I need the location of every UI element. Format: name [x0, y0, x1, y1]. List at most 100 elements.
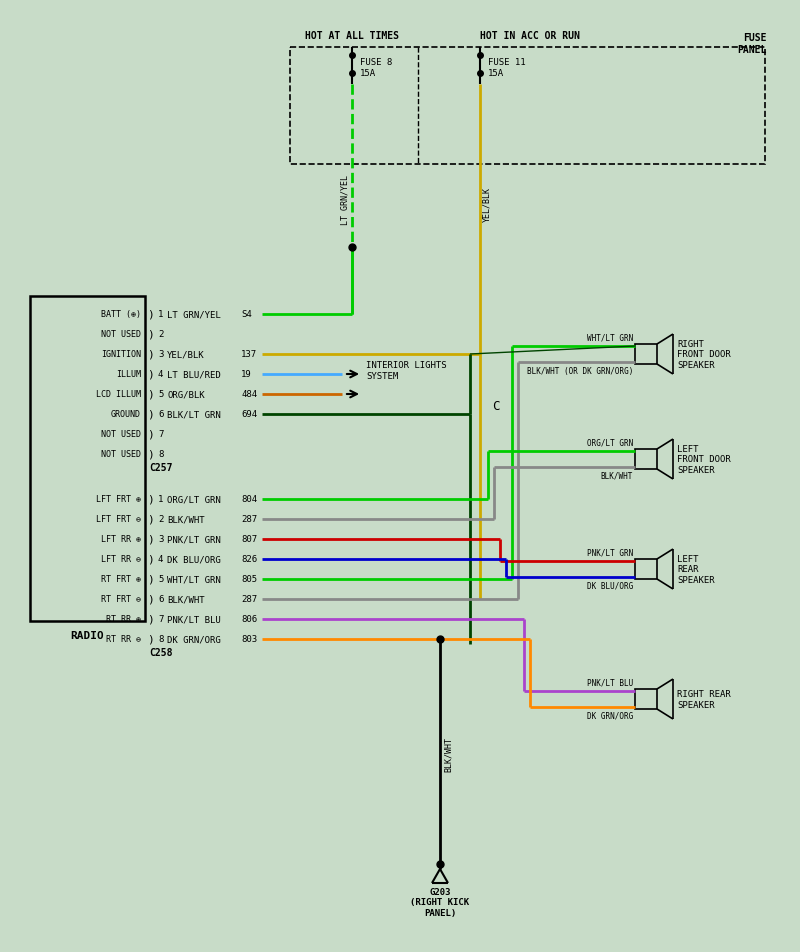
Text: 826: 826 — [241, 555, 257, 564]
Text: S4: S4 — [241, 310, 252, 319]
Bar — [635, 449, 657, 469]
Text: WHT/LT GRN: WHT/LT GRN — [586, 333, 633, 343]
Text: BLK/WHT (OR DK GRN/ORG): BLK/WHT (OR DK GRN/ORG) — [526, 367, 633, 376]
Text: ): ) — [147, 309, 154, 320]
Text: RT RR ⊖: RT RR ⊖ — [106, 635, 141, 644]
Text: NOT USED: NOT USED — [101, 450, 141, 459]
Text: INTERIOR LIGHTS
SYSTEM: INTERIOR LIGHTS SYSTEM — [366, 361, 446, 380]
Text: ): ) — [147, 329, 154, 340]
Text: YEL/BLK: YEL/BLK — [482, 188, 491, 222]
Text: G203
(RIGHT KICK
PANEL): G203 (RIGHT KICK PANEL) — [410, 887, 470, 917]
Text: 2: 2 — [158, 515, 163, 524]
Text: ): ) — [147, 634, 154, 645]
Text: PNK/LT GRN: PNK/LT GRN — [586, 548, 633, 558]
Text: 287: 287 — [241, 515, 257, 524]
Text: DK GRN/ORG: DK GRN/ORG — [167, 635, 221, 644]
Text: RADIO: RADIO — [70, 630, 104, 641]
Text: DK BLU/ORG: DK BLU/ORG — [167, 555, 221, 564]
Text: 5: 5 — [158, 575, 163, 584]
Text: ): ) — [147, 369, 154, 380]
Text: BLK/LT GRN: BLK/LT GRN — [167, 410, 221, 419]
Text: C257: C257 — [149, 463, 173, 472]
Text: DK BLU/ORG: DK BLU/ORG — [586, 582, 633, 590]
Text: 807: 807 — [241, 535, 257, 544]
Text: 7: 7 — [158, 430, 163, 439]
Text: 4: 4 — [158, 555, 163, 564]
Text: LCD ILLUM: LCD ILLUM — [96, 390, 141, 399]
Text: LEFT
REAR
SPEAKER: LEFT REAR SPEAKER — [677, 554, 714, 585]
Text: 137: 137 — [241, 350, 257, 359]
Text: 484: 484 — [241, 390, 257, 399]
Text: RT RR ⊕: RT RR ⊕ — [106, 615, 141, 624]
Text: ORG/LT GRN: ORG/LT GRN — [167, 495, 221, 504]
Text: ORG/LT GRN: ORG/LT GRN — [586, 439, 633, 447]
Text: RIGHT
FRONT DOOR
SPEAKER: RIGHT FRONT DOOR SPEAKER — [677, 340, 730, 369]
Text: FUSE 8
15A: FUSE 8 15A — [360, 58, 392, 78]
Text: ): ) — [147, 574, 154, 585]
Text: RT FRT ⊖: RT FRT ⊖ — [101, 595, 141, 604]
Text: FUSE
PANEL: FUSE PANEL — [738, 33, 767, 55]
Text: HOT AT ALL TIMES: HOT AT ALL TIMES — [305, 31, 399, 41]
Text: LFT FRT ⊖: LFT FRT ⊖ — [96, 515, 141, 524]
Text: ): ) — [147, 349, 154, 360]
Text: ): ) — [147, 554, 154, 565]
Text: 6: 6 — [158, 410, 163, 419]
Text: ): ) — [147, 409, 154, 420]
Text: PNK/LT GRN: PNK/LT GRN — [167, 535, 221, 544]
Text: 1: 1 — [158, 310, 163, 319]
Text: 6: 6 — [158, 595, 163, 604]
Bar — [290, 48, 765, 165]
Text: RT FRT ⊕: RT FRT ⊕ — [101, 575, 141, 584]
Text: IGNITION: IGNITION — [101, 350, 141, 359]
Text: C258: C258 — [149, 647, 173, 657]
Text: LT GRN/YEL: LT GRN/YEL — [167, 310, 221, 319]
Text: 3: 3 — [158, 350, 163, 359]
Text: RIGHT REAR
SPEAKER: RIGHT REAR SPEAKER — [677, 689, 730, 709]
Text: ): ) — [147, 494, 154, 505]
Text: 5: 5 — [158, 390, 163, 399]
Text: LFT FRT ⊕: LFT FRT ⊕ — [96, 495, 141, 504]
Text: LEFT
FRONT DOOR
SPEAKER: LEFT FRONT DOOR SPEAKER — [677, 445, 730, 474]
Text: ): ) — [147, 389, 154, 400]
Text: BATT (⊕): BATT (⊕) — [101, 310, 141, 319]
Text: LFT RR ⊕: LFT RR ⊕ — [101, 535, 141, 544]
Text: DK GRN/ORG: DK GRN/ORG — [586, 711, 633, 721]
Text: YEL/BLK: YEL/BLK — [167, 350, 205, 359]
Text: PNK/LT BLU: PNK/LT BLU — [586, 678, 633, 687]
Text: LFT RR ⊖: LFT RR ⊖ — [101, 555, 141, 564]
Text: BLK/WHT: BLK/WHT — [167, 515, 205, 524]
Text: LT GRN/YEL: LT GRN/YEL — [341, 175, 350, 225]
Text: 7: 7 — [158, 615, 163, 624]
Text: PNK/LT BLU: PNK/LT BLU — [167, 615, 221, 624]
Text: BLK/WHT: BLK/WHT — [601, 471, 633, 481]
Text: NOT USED: NOT USED — [101, 430, 141, 439]
Bar — [635, 689, 657, 709]
Text: NOT USED: NOT USED — [101, 330, 141, 339]
Text: 8: 8 — [158, 635, 163, 644]
Text: 804: 804 — [241, 495, 257, 504]
Text: HOT IN ACC OR RUN: HOT IN ACC OR RUN — [480, 31, 580, 41]
Text: 806: 806 — [241, 615, 257, 624]
Text: 805: 805 — [241, 575, 257, 584]
Text: ): ) — [147, 594, 154, 605]
Text: LT BLU/RED: LT BLU/RED — [167, 370, 221, 379]
Bar — [635, 345, 657, 365]
Text: 694: 694 — [241, 410, 257, 419]
Text: 1: 1 — [158, 495, 163, 504]
Text: ): ) — [147, 534, 154, 545]
Text: C: C — [492, 400, 499, 413]
Text: ): ) — [147, 614, 154, 625]
Text: 803: 803 — [241, 635, 257, 644]
Bar — [635, 560, 657, 580]
Text: GROUND: GROUND — [111, 410, 141, 419]
Text: FUSE 11
15A: FUSE 11 15A — [488, 58, 526, 78]
Text: 4: 4 — [158, 370, 163, 379]
Text: ILLUM: ILLUM — [116, 370, 141, 379]
Text: 8: 8 — [158, 450, 163, 459]
Text: 287: 287 — [241, 595, 257, 604]
Text: ): ) — [147, 429, 154, 440]
Bar — [30, 297, 145, 622]
Text: ): ) — [147, 514, 154, 525]
Text: 2: 2 — [158, 330, 163, 339]
Text: WHT/LT GRN: WHT/LT GRN — [167, 575, 221, 584]
